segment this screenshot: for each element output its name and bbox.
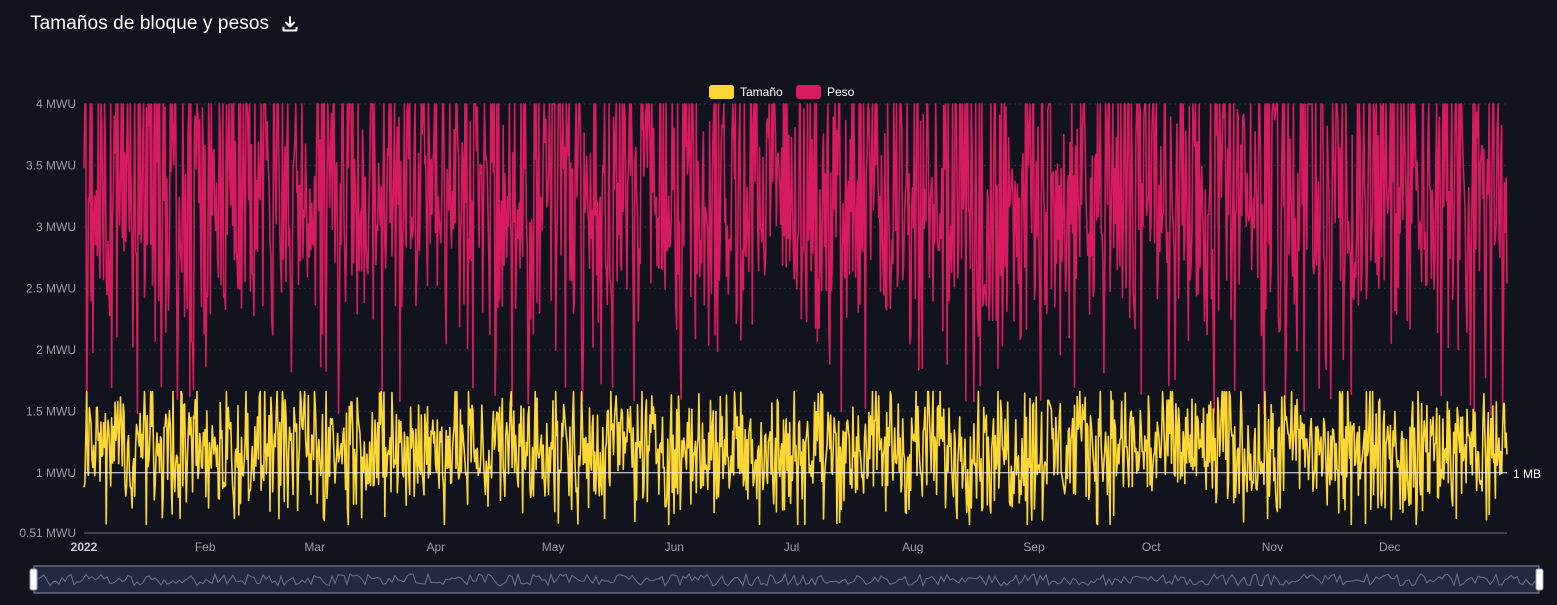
x-tick-label: 2022 [71,540,98,554]
legend: Tamaño Peso [709,85,855,99]
legend-label-peso: Peso [827,85,855,99]
x-tick-label: Dec [1379,540,1400,554]
x-tick-label: Aug [902,540,923,554]
series-line-peso [83,103,1508,416]
legend-label-tamano: Tamaño [740,85,783,99]
legend-swatch-peso [796,85,821,99]
zoom-preview-line [37,572,1536,588]
data-zoom-slider[interactable] [29,565,1544,594]
mark-line: 1 MB [84,467,1541,481]
y-tick-label: 1 MWU [36,466,76,480]
x-tick-label: Nov [1262,540,1283,554]
download-icon[interactable] [281,15,299,33]
x-axis: 2022 Feb Mar Apr May Jun Jul Aug Sep Oct Nov Dec [71,540,1401,554]
chart-header: Tamaños de bloque y pesos [30,12,299,36]
x-tick-label: Apr [426,540,445,554]
x-tick-label: Mar [304,540,325,554]
y-axis: 0.51 MWU 1 MWU 1.5 MWU 2 MWU 2.5 MWU 3 MWU 3.5… [19,97,76,540]
series-lines [83,103,1508,526]
chart-title: Tamaños de bloque y pesos [30,13,270,34]
series-line-tamano [83,390,1508,526]
x-tick-label: Sep [1023,540,1045,554]
x-tick-label: Oct [1142,540,1161,554]
legend-swatch-tamano [709,85,734,99]
zoom-handle-right[interactable] [1535,568,1544,591]
y-tick-label: 3.5 MWU [26,158,76,172]
mark-line-label: 1 MB [1513,467,1541,481]
legend-item-peso[interactable]: Peso [796,85,855,99]
y-tick-label: 2.5 MWU [26,281,76,295]
zoom-handle-left[interactable] [29,568,38,591]
x-tick-label: Feb [195,540,216,554]
y-tick-label: 3 MWU [36,220,76,234]
y-tick-label: 1.5 MWU [26,404,76,418]
y-tick-label: 0.51 MWU [19,526,76,540]
x-tick-label: May [542,540,565,554]
x-tick-label: Jun [665,540,684,554]
y-tick-label: 4 MWU [36,97,76,111]
legend-item-tamano[interactable]: Tamaño [709,85,783,99]
y-tick-label: 2 MWU [36,343,76,357]
x-tick-label: Jul [784,540,799,554]
